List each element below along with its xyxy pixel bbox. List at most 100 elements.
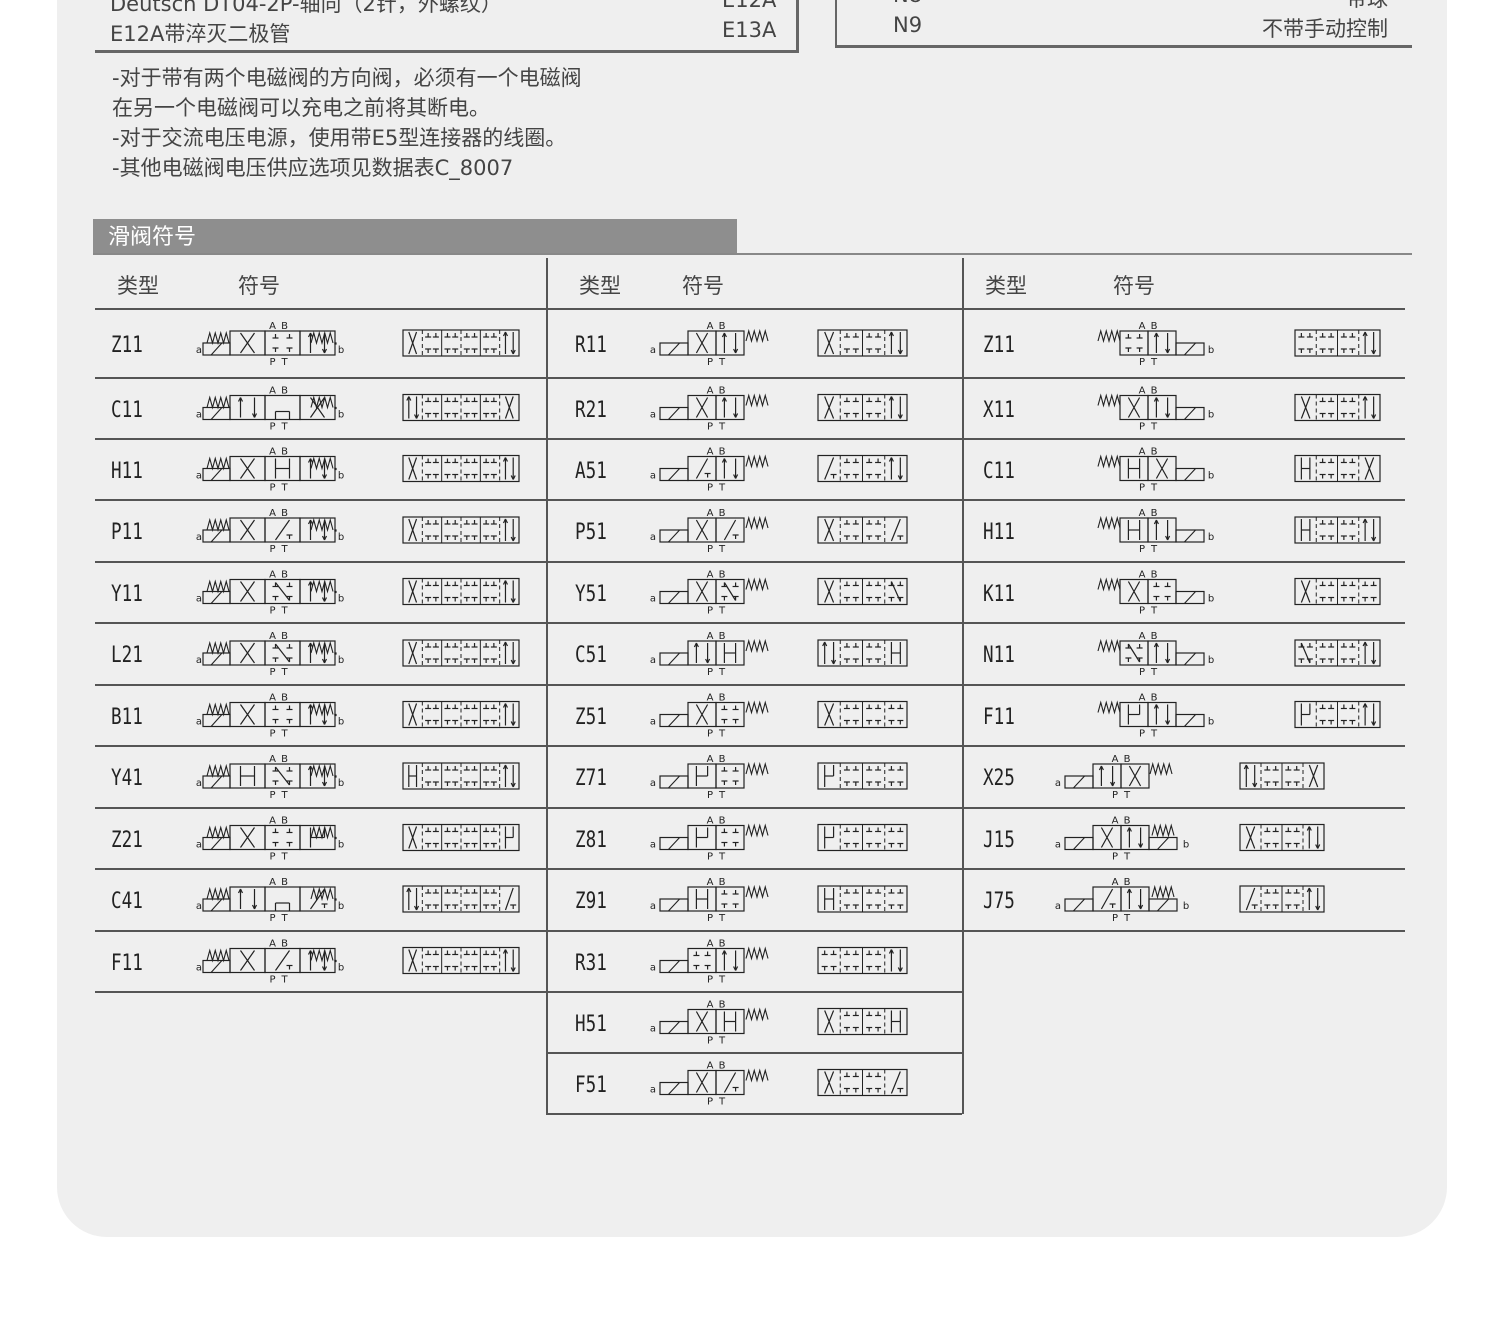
column-divider xyxy=(962,258,964,1114)
port-label-A: A xyxy=(1112,754,1119,765)
port-label-T: T xyxy=(280,606,288,617)
port-label-T: T xyxy=(1123,852,1131,863)
port-label-T: T xyxy=(280,913,288,924)
port-label-b: b xyxy=(1208,345,1214,356)
row-divider xyxy=(95,438,546,440)
spring-icon xyxy=(1097,454,1121,469)
port-label-A: A xyxy=(1139,321,1146,332)
port-label-B: B xyxy=(719,816,726,827)
port-label-T: T xyxy=(280,667,288,678)
spool-type-code: Y41 xyxy=(111,766,143,791)
port-label-A: A xyxy=(1112,816,1119,827)
valve-position-box xyxy=(715,517,745,543)
spool-type-code: Y51 xyxy=(575,581,607,607)
port-label-P: P xyxy=(1139,606,1145,617)
port-label-T: T xyxy=(718,544,726,555)
spring-icon xyxy=(1151,823,1175,838)
port-label-B: B xyxy=(281,447,288,458)
port-label-P: P xyxy=(1139,544,1145,555)
spool-type-code: X25 xyxy=(983,766,1015,791)
port-label-P: P xyxy=(707,975,713,986)
header-symbol: 符号 xyxy=(1113,274,1155,298)
port-label-B: B xyxy=(719,321,726,332)
row-divider xyxy=(546,499,962,501)
port-label-P: P xyxy=(707,852,713,863)
port-label-P: P xyxy=(707,913,713,924)
port-label-P: P xyxy=(269,852,275,863)
port-label-B: B xyxy=(281,508,288,519)
port-label-B: B xyxy=(1151,508,1158,519)
port-label-P: P xyxy=(707,483,713,494)
spool-type-code: R21 xyxy=(575,397,607,423)
port-label-T: T xyxy=(280,422,288,433)
port-label-T: T xyxy=(718,1036,726,1047)
port-label-B: B xyxy=(281,321,288,332)
row-divider xyxy=(546,868,962,870)
spool-type-code: F11 xyxy=(111,950,143,976)
row-divider xyxy=(546,1052,962,1054)
port-label-b: b xyxy=(338,471,344,482)
spring-icon xyxy=(206,330,230,346)
port-label-B: B xyxy=(719,877,726,888)
port-label-P: P xyxy=(707,729,713,740)
header-symbol: 符号 xyxy=(682,274,724,298)
port-label-A: A xyxy=(1139,570,1146,581)
port-label-a: a xyxy=(196,345,202,356)
spring-icon xyxy=(206,640,230,656)
port-label-A: A xyxy=(707,447,714,458)
row-divider xyxy=(546,684,962,686)
port-label-a: a xyxy=(650,778,656,789)
valve-position-box xyxy=(715,455,745,482)
spool-type-code: H11 xyxy=(983,520,1015,545)
spring-icon xyxy=(1097,393,1121,408)
row-divider xyxy=(962,684,1405,686)
port-label-P: P xyxy=(707,1097,713,1108)
valve-position-box xyxy=(715,763,745,789)
spring-icon xyxy=(310,886,334,902)
port-label-P: P xyxy=(707,790,713,801)
port-label-B: B xyxy=(281,570,288,581)
spool-type-code: C41 xyxy=(111,889,143,914)
port-label-T: T xyxy=(718,790,726,801)
connector-row-code: E12A xyxy=(722,0,777,12)
valve-position-box xyxy=(1147,578,1177,605)
port-label-b: b xyxy=(1208,717,1214,728)
port-label-A: A xyxy=(269,939,276,950)
row-divider xyxy=(962,438,1405,440)
spool-type-code: Z11 xyxy=(983,333,1015,358)
port-label-a: a xyxy=(650,471,656,482)
spool-type-code: H11 xyxy=(111,458,143,484)
valve-position-box xyxy=(715,578,745,605)
spring-icon xyxy=(745,700,769,715)
port-label-A: A xyxy=(269,386,276,397)
port-label-B: B xyxy=(1124,754,1131,765)
valve-position-box xyxy=(299,394,336,421)
spool-type-code: F51 xyxy=(575,1072,607,1098)
note-line: -对于带有两个电磁阀的方向阀，必须有一个电磁阀 xyxy=(112,66,582,90)
spring-icon xyxy=(745,884,769,900)
port-label-a: a xyxy=(196,901,202,912)
port-label-b: b xyxy=(1208,532,1214,543)
header-type: 类型 xyxy=(985,274,1027,298)
spring-icon xyxy=(745,761,769,777)
spring-icon xyxy=(310,763,334,779)
override-row-code: N9 xyxy=(893,13,923,37)
section-divider xyxy=(93,253,1412,255)
port-label-a: a xyxy=(650,594,656,605)
spring-icon xyxy=(745,823,769,838)
port-label-T: T xyxy=(1150,729,1158,740)
spool-type-code: P11 xyxy=(111,520,143,545)
port-label-a: a xyxy=(196,410,202,421)
port-label-a: a xyxy=(650,345,656,356)
port-label-T: T xyxy=(718,483,726,494)
port-label-P: P xyxy=(1139,729,1145,740)
spool-type-code: P51 xyxy=(575,520,607,545)
port-label-B: B xyxy=(1151,631,1158,642)
port-label-A: A xyxy=(707,1061,714,1072)
